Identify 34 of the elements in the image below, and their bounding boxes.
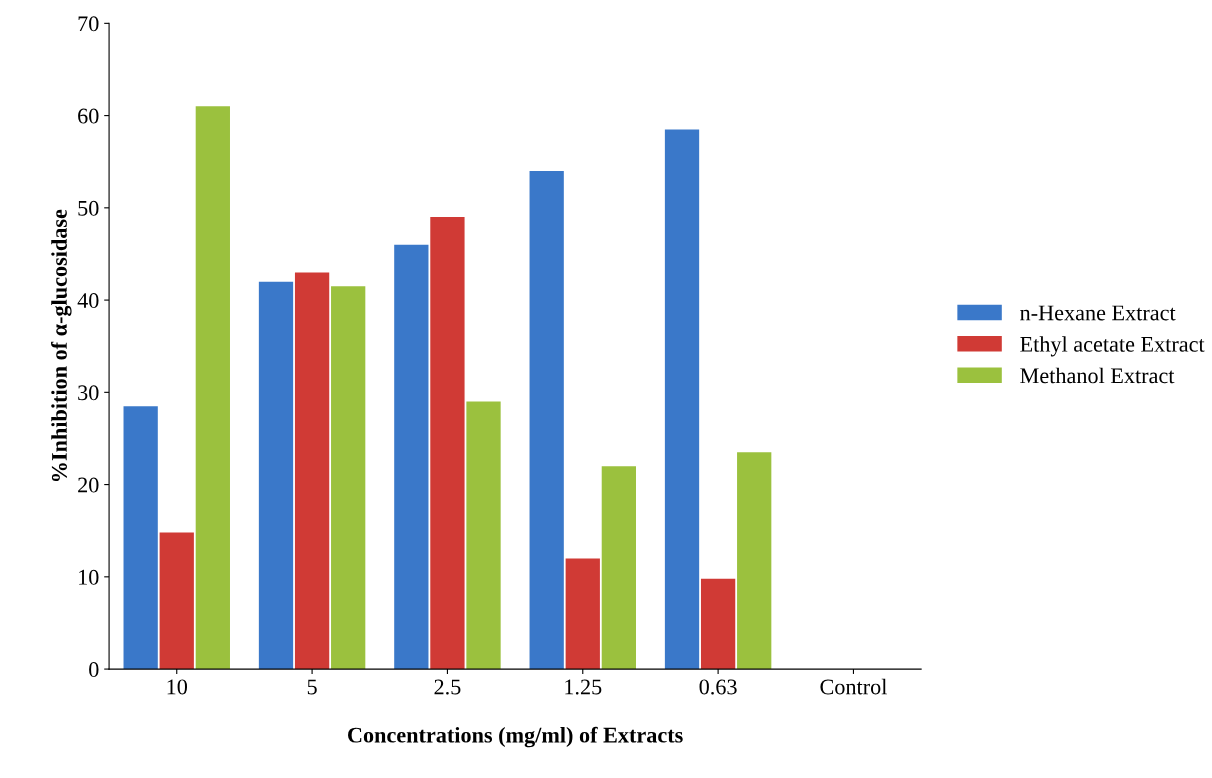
- bar: [294, 272, 330, 670]
- x-tick-label: 0.63: [699, 679, 737, 695]
- y-tick-label: 60: [78, 108, 99, 124]
- y-tick-label: 20: [78, 477, 99, 493]
- y-axis-title: %Inhibition of α-glucosidase: [51, 209, 72, 482]
- bar: [601, 466, 636, 670]
- y-tick-label: 10: [79, 569, 99, 585]
- bar: [737, 452, 772, 670]
- x-tick-label: 5: [307, 679, 317, 695]
- bar: [195, 106, 230, 670]
- bar: [394, 244, 429, 670]
- y-tick-label: 40: [77, 293, 99, 309]
- bar: [664, 129, 700, 670]
- bar: [529, 170, 564, 670]
- y-tick-label: 0: [89, 662, 99, 678]
- bar: [565, 558, 600, 670]
- x-tick-label: 10: [167, 679, 188, 695]
- legend-label: Ethyl acetate Extract: [1020, 336, 1205, 357]
- bar: [700, 578, 736, 670]
- x-tick-label: Control: [820, 678, 887, 695]
- x-axis-title: Concentrations (mg/ml) of Extracts: [348, 726, 683, 748]
- x-tick-label: 1.25: [565, 679, 602, 695]
- legend-label: Methanol Extract: [1020, 367, 1175, 384]
- bar: [159, 532, 194, 670]
- bar: [466, 401, 501, 670]
- y-tick-label: 50: [78, 200, 99, 216]
- bar: [258, 281, 294, 670]
- bar: [123, 406, 158, 670]
- legend-label: n-Hexane Extract: [1020, 305, 1176, 321]
- y-tick-label: 70: [78, 16, 99, 32]
- bar: [430, 217, 465, 670]
- bar: [331, 286, 366, 670]
- y-tick-label: 30: [78, 385, 99, 401]
- x-tick-label: 2.5: [434, 679, 461, 695]
